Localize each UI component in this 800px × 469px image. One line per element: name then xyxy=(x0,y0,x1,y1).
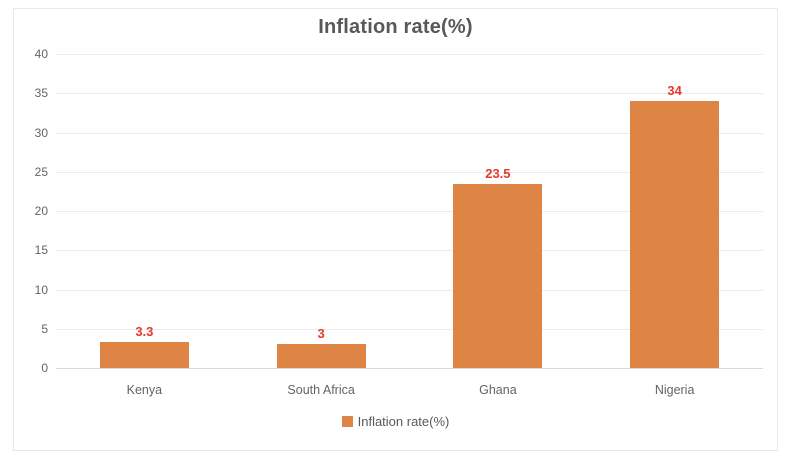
bar-value-label: 23.5 xyxy=(485,165,511,181)
chart-title: Inflation rate(%) xyxy=(318,16,473,38)
x-category-label: Nigeria xyxy=(654,383,695,397)
bar-nigeria xyxy=(630,101,720,368)
y-tick-label: 30 xyxy=(34,125,48,140)
bar-kenya xyxy=(99,342,189,368)
gridline xyxy=(56,54,763,55)
gridline xyxy=(56,250,763,252)
x-category-label: South Africa xyxy=(287,383,355,397)
gridline xyxy=(56,171,763,173)
y-tick-label: 0 xyxy=(41,361,48,375)
gridline xyxy=(56,211,763,212)
bar-value-label: 34 xyxy=(667,83,682,99)
y-tick-label: 10 xyxy=(34,282,48,297)
chart-frame: Inflation rate(%) 0 5 10 15 20 25 30 35 40 3.3 Ken… xyxy=(13,8,778,451)
x-category-label: Ghana xyxy=(479,383,517,397)
legend-swatch xyxy=(341,416,353,427)
bar-ghana xyxy=(453,183,543,368)
legend: Inflation rate(%) xyxy=(14,414,777,429)
x-category-label: Kenya xyxy=(126,383,163,397)
y-tick-label: 5 xyxy=(41,321,48,336)
x-axis-line xyxy=(56,368,763,369)
bar-south-africa xyxy=(276,344,366,368)
gridline xyxy=(56,132,763,134)
gridline xyxy=(56,289,763,291)
bar-value-label: 3.3 xyxy=(135,324,154,340)
legend-label: Inflation rate(%) xyxy=(357,414,450,429)
y-tick-label: 15 xyxy=(34,243,48,258)
y-tick-label: 25 xyxy=(34,164,48,179)
gridline xyxy=(56,93,763,95)
bar-value-label: 3 xyxy=(317,326,325,342)
plot-area: 0 5 10 15 20 25 30 35 40 3.3 Kenya 3 South Africa 23.… xyxy=(35,47,763,397)
y-tick-label: 35 xyxy=(34,86,48,101)
gridline xyxy=(56,328,763,330)
y-tick-label: 40 xyxy=(34,47,48,61)
y-tick-label: 20 xyxy=(34,204,48,218)
